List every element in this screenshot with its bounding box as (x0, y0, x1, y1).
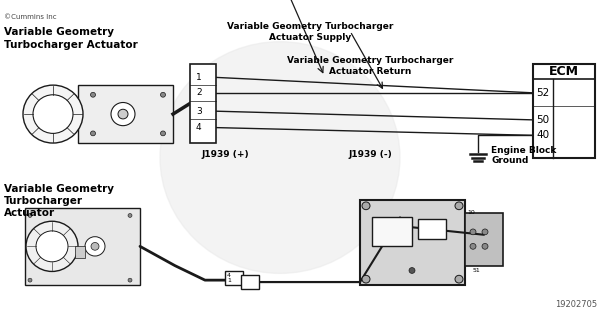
Bar (360, 200, 465, 285)
Circle shape (91, 92, 95, 97)
Circle shape (33, 95, 73, 134)
Bar (372, 217, 412, 246)
Bar (418, 219, 446, 239)
Bar (75, 246, 85, 258)
Circle shape (160, 42, 400, 273)
Bar (241, 275, 259, 289)
Text: J1939 (+): J1939 (+) (201, 150, 249, 159)
Text: 3: 3 (196, 107, 202, 116)
Text: Engine Block
Ground: Engine Block Ground (491, 146, 556, 165)
Text: 19202705: 19202705 (555, 300, 597, 309)
Circle shape (91, 131, 95, 136)
Text: 4: 4 (227, 273, 231, 278)
Circle shape (482, 243, 488, 249)
Bar (190, 64, 216, 143)
Circle shape (409, 268, 415, 273)
Circle shape (28, 278, 32, 282)
Bar (225, 271, 243, 285)
Text: Variable Geometry
Turbocharger Actuator: Variable Geometry Turbocharger Actuator (4, 27, 138, 50)
Text: Variable Geometry
Turbocharger
Actuator: Variable Geometry Turbocharger Actuator (4, 183, 114, 218)
Circle shape (482, 229, 488, 235)
Text: 10: 10 (467, 210, 475, 215)
Circle shape (28, 213, 32, 217)
Bar (25, 208, 140, 285)
Text: 40: 40 (536, 130, 550, 140)
Text: Variable Geometry Turbocharger
Actuator Return: Variable Geometry Turbocharger Actuator … (287, 56, 453, 76)
Circle shape (455, 275, 463, 283)
Text: 4: 4 (196, 123, 202, 132)
Circle shape (36, 231, 68, 262)
Circle shape (26, 221, 78, 271)
Text: 51: 51 (473, 268, 481, 273)
Circle shape (91, 242, 99, 250)
Text: ©Cummins Inc: ©Cummins Inc (4, 14, 56, 20)
Circle shape (118, 109, 128, 119)
Circle shape (85, 237, 105, 256)
Text: ECM: ECM (549, 65, 579, 78)
Circle shape (455, 202, 463, 210)
Circle shape (161, 131, 166, 136)
Bar (533, 64, 595, 158)
Circle shape (23, 85, 83, 143)
Text: 52: 52 (536, 88, 550, 98)
Text: 2: 2 (196, 88, 202, 97)
Text: 1: 1 (227, 278, 231, 283)
Circle shape (362, 202, 370, 210)
Circle shape (161, 92, 166, 97)
Circle shape (111, 103, 135, 126)
Circle shape (470, 229, 476, 235)
Circle shape (128, 278, 132, 282)
Text: J1939 (-): J1939 (-) (348, 150, 392, 159)
Circle shape (362, 275, 370, 283)
Text: 50: 50 (536, 115, 550, 125)
Text: Variable Geometry Turbocharger
Actuator Supply: Variable Geometry Turbocharger Actuator … (227, 22, 393, 42)
Circle shape (128, 213, 132, 217)
Bar (78, 85, 173, 143)
Bar (465, 212, 503, 266)
Circle shape (470, 243, 476, 249)
Text: 1: 1 (196, 73, 202, 82)
